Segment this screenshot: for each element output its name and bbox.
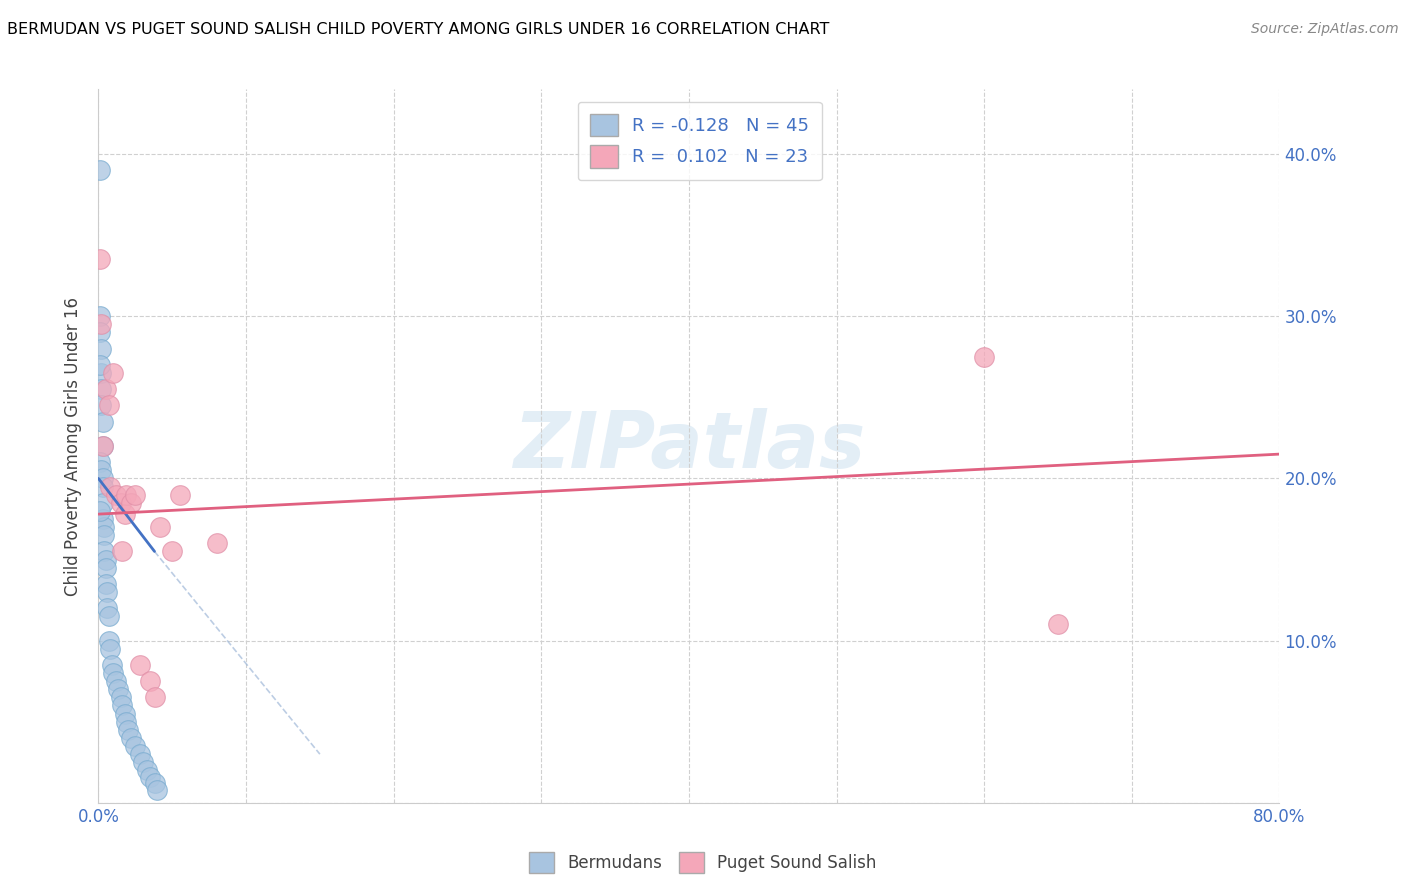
Point	[91, 496, 114, 510]
Point	[97, 633, 120, 648]
Point	[93, 520, 115, 534]
Legend: Bermudans, Puget Sound Salish: Bermudans, Puget Sound Salish	[523, 846, 883, 880]
Point	[205, 536, 228, 550]
Point	[90, 342, 112, 356]
Point	[90, 399, 112, 413]
Point	[115, 714, 138, 729]
Point	[110, 496, 132, 510]
Legend: R = -0.128   N = 45, R =  0.102   N = 23: R = -0.128 N = 45, R = 0.102 N = 23	[578, 102, 821, 180]
Point	[89, 163, 111, 178]
Point	[96, 601, 118, 615]
Point	[120, 731, 142, 745]
Point	[94, 560, 117, 574]
Point	[89, 504, 111, 518]
Point	[91, 479, 114, 493]
Point	[89, 252, 111, 267]
Point	[97, 399, 120, 413]
Point	[132, 756, 155, 770]
Point	[94, 382, 117, 396]
Point	[149, 520, 172, 534]
Point	[124, 739, 146, 753]
Point	[91, 439, 114, 453]
Point	[169, 488, 191, 502]
Point	[105, 674, 128, 689]
Point	[94, 577, 117, 591]
Point	[124, 488, 146, 502]
Point	[146, 782, 169, 797]
Point	[96, 585, 118, 599]
Point	[107, 682, 129, 697]
Point	[89, 455, 111, 469]
Text: Source: ZipAtlas.com: Source: ZipAtlas.com	[1251, 22, 1399, 37]
Point	[89, 358, 111, 372]
Point	[103, 666, 125, 681]
Point	[143, 776, 166, 790]
Point	[162, 544, 183, 558]
Point	[89, 326, 111, 340]
Point	[136, 764, 159, 778]
Point	[128, 747, 150, 761]
Point	[89, 310, 111, 324]
Point	[111, 544, 134, 558]
Point	[91, 512, 114, 526]
Point	[93, 544, 115, 558]
Point	[139, 770, 162, 784]
Point	[120, 496, 142, 510]
Point	[90, 382, 112, 396]
Point	[91, 415, 114, 429]
Point	[1046, 617, 1069, 632]
Point	[114, 706, 136, 721]
Point	[98, 479, 121, 493]
Point	[90, 366, 112, 380]
Point	[139, 674, 162, 689]
Point	[115, 488, 138, 502]
Point	[114, 507, 136, 521]
Point	[103, 366, 125, 380]
Y-axis label: Child Poverty Among Girls Under 16: Child Poverty Among Girls Under 16	[65, 296, 83, 596]
Text: BERMUDAN VS PUGET SOUND SALISH CHILD POVERTY AMONG GIRLS UNDER 16 CORRELATION CH: BERMUDAN VS PUGET SOUND SALISH CHILD POV…	[7, 22, 830, 37]
Point	[91, 471, 114, 485]
Point	[91, 439, 114, 453]
Point	[973, 350, 995, 364]
Text: ZIPatlas: ZIPatlas	[513, 408, 865, 484]
Point	[111, 698, 134, 713]
Point	[110, 690, 132, 705]
Point	[90, 318, 112, 332]
Point	[105, 488, 128, 502]
Point	[100, 657, 122, 672]
Point	[143, 690, 166, 705]
Point	[90, 463, 112, 477]
Point	[128, 657, 150, 672]
Point	[94, 552, 117, 566]
Point	[98, 641, 121, 656]
Point	[93, 528, 115, 542]
Point	[97, 609, 120, 624]
Point	[117, 723, 139, 737]
